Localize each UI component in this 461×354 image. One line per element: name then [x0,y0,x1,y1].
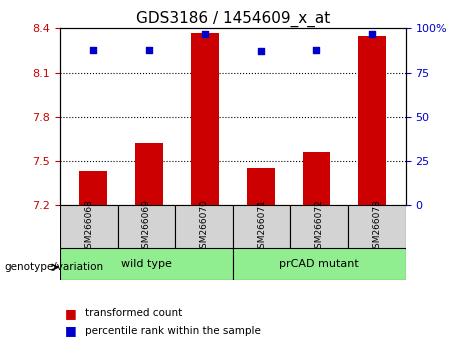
Text: wild type: wild type [121,259,172,269]
Bar [60,248,233,280]
Text: GSM266071: GSM266071 [257,199,266,254]
Text: ■: ■ [65,325,76,337]
Point [257,48,264,54]
Bar [175,205,233,248]
Bar [79,171,107,205]
Text: GSM266073: GSM266073 [372,199,381,254]
Text: genotype/variation: genotype/variation [5,262,104,272]
Text: GSM266068: GSM266068 [84,199,93,254]
Bar [191,33,219,205]
Point [146,47,153,52]
Point [90,47,97,52]
Bar [302,152,331,205]
Bar [233,205,290,248]
Bar [135,143,163,205]
Text: prCAD mutant: prCAD mutant [279,259,359,269]
Text: GSM266070: GSM266070 [200,199,208,254]
Point [201,31,209,36]
Bar [348,205,406,248]
Text: GSM266072: GSM266072 [315,199,324,254]
Bar [358,36,386,205]
Text: ■: ■ [65,307,76,320]
Bar [290,205,348,248]
Bar [118,205,175,248]
Text: GSM266069: GSM266069 [142,199,151,254]
Point [313,47,320,52]
Text: percentile rank within the sample: percentile rank within the sample [85,326,261,336]
Bar [60,205,118,248]
Title: GDS3186 / 1454609_x_at: GDS3186 / 1454609_x_at [136,11,330,27]
Bar [247,169,275,205]
Bar [233,248,406,280]
Text: transformed count: transformed count [85,308,183,318]
Point [368,31,376,36]
